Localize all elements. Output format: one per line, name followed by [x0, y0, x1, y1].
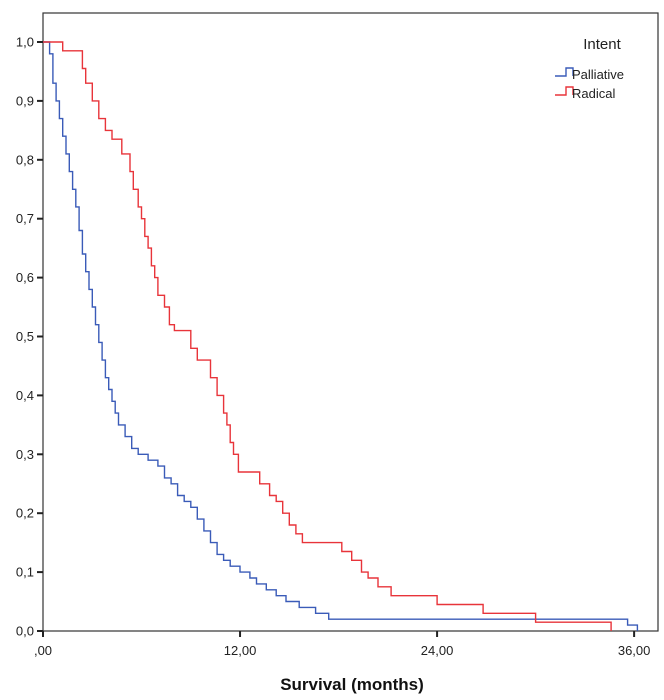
series-line-palliative	[43, 41, 639, 631]
legend-title: Intent	[583, 36, 621, 53]
y-tick-label: 0,1	[16, 565, 34, 580]
y-tick-label: 0,7	[16, 211, 34, 226]
x-tick-label: ,00	[34, 643, 52, 658]
y-tick-label: 0,4	[16, 388, 34, 403]
x-axis-title: Survival (months)	[280, 675, 424, 694]
y-tick-label: 1,0	[16, 35, 34, 50]
y-tick-label: 0,6	[16, 270, 34, 285]
y-tick-label: 0,9	[16, 93, 34, 108]
y-tick-label: 0,5	[16, 329, 34, 344]
y-axis: 0,0 0,1 0,2 0,3 0,4 0,5 0,6 0,7 0,8 0,9 1,0	[16, 35, 43, 639]
legend-label-radical: Radical	[572, 86, 615, 101]
y-tick-label: 0,3	[16, 447, 34, 462]
y-tick-label: 0,8	[16, 152, 34, 167]
x-tick-label: 12,00	[224, 643, 257, 658]
plot-border	[42, 12, 659, 632]
series-line-radical	[43, 41, 612, 631]
y-tick-label: 0,2	[16, 506, 34, 521]
x-tick-label: 36,00	[618, 643, 651, 658]
legend-symbol-radical	[555, 86, 574, 96]
y-tick-label: 0,0	[16, 624, 34, 639]
plot-frame	[42, 12, 659, 632]
legend-label-palliative: Palliative	[572, 67, 624, 82]
x-tick-label: 24,00	[421, 643, 454, 658]
series-layer	[43, 41, 639, 631]
legend-symbol-palliative	[555, 67, 574, 77]
x-axis: ,00 12,00 24,00 36,00	[34, 631, 650, 658]
legend-items: Palliative Radical	[555, 67, 624, 101]
legend: Intent Palliative Radical	[555, 36, 624, 101]
